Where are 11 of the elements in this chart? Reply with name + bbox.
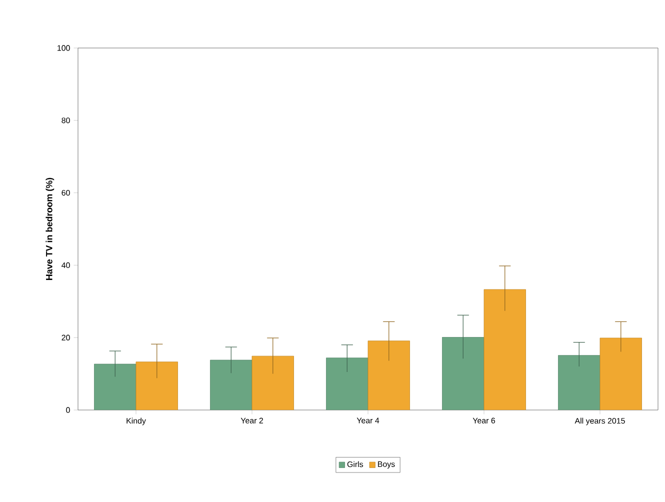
- bar: [600, 338, 642, 410]
- bar: [252, 356, 294, 410]
- bar: [326, 358, 368, 410]
- bar: [94, 364, 136, 410]
- bar: [210, 360, 252, 410]
- bar: [136, 362, 178, 410]
- bar: [368, 340, 410, 410]
- y-axis-title: Have TV in bedroom (%): [46, 178, 54, 280]
- bar: [558, 355, 600, 410]
- bar: [442, 337, 484, 410]
- bar: [484, 289, 526, 410]
